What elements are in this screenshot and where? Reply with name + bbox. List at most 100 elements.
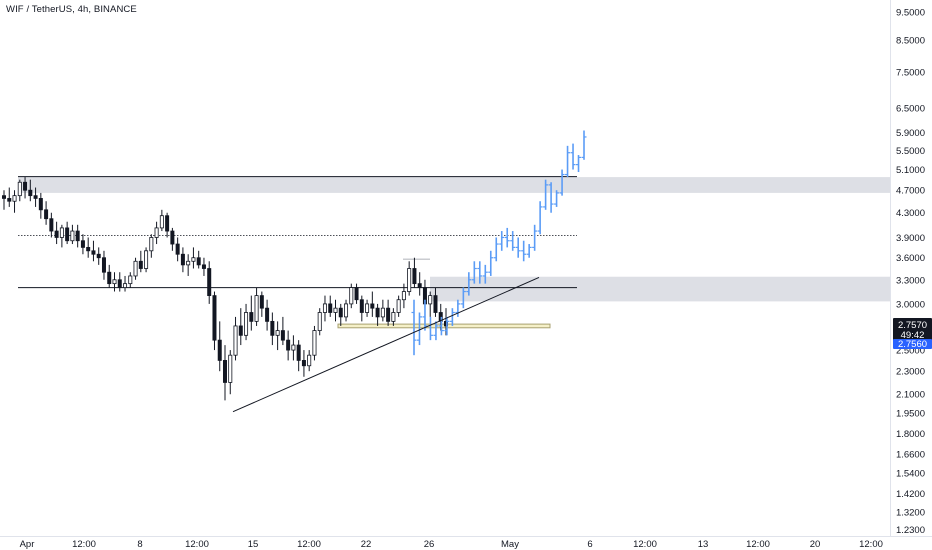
candle[interactable] <box>417 272 422 296</box>
candle[interactable] <box>412 257 417 288</box>
candle[interactable] <box>265 299 270 331</box>
candle[interactable] <box>28 179 33 202</box>
candle[interactable] <box>259 291 264 317</box>
projection-bar[interactable] <box>576 155 582 173</box>
candle[interactable] <box>333 299 338 322</box>
candle[interactable] <box>128 272 133 288</box>
candle[interactable] <box>344 299 349 322</box>
projection-bar[interactable] <box>548 182 554 213</box>
projection-bar[interactable] <box>504 227 510 248</box>
candle[interactable] <box>138 250 143 273</box>
candle[interactable] <box>317 308 322 336</box>
symbol-title[interactable]: WIF / TetherUS, 4h, BINANCE <box>6 4 137 15</box>
candle[interactable] <box>117 272 122 292</box>
projection-bar[interactable] <box>559 169 565 196</box>
projection-bar[interactable] <box>565 145 571 178</box>
candle[interactable] <box>391 308 396 326</box>
candle[interactable] <box>91 240 96 262</box>
candle[interactable] <box>159 209 164 232</box>
candle[interactable] <box>207 261 212 304</box>
projection-bar[interactable] <box>515 237 521 258</box>
candle[interactable] <box>401 283 406 309</box>
candle[interactable] <box>380 299 385 322</box>
candle[interactable] <box>301 350 306 377</box>
projection-bar[interactable] <box>422 299 428 331</box>
candle[interactable] <box>186 254 191 276</box>
candle[interactable] <box>254 287 259 326</box>
candle[interactable] <box>407 261 412 296</box>
projection-bar[interactable] <box>427 316 433 341</box>
candle[interactable] <box>70 224 75 245</box>
candle[interactable] <box>307 350 312 372</box>
candle[interactable] <box>170 227 175 251</box>
projection-bar[interactable] <box>471 261 477 284</box>
projection-bar[interactable] <box>581 130 587 160</box>
candle[interactable] <box>359 295 364 322</box>
projection-bar[interactable] <box>460 287 466 309</box>
projection-bar[interactable] <box>449 308 455 326</box>
candle[interactable] <box>212 291 217 351</box>
candle[interactable] <box>59 224 64 248</box>
candle[interactable] <box>201 257 206 276</box>
candle[interactable] <box>123 275 128 292</box>
candle[interactable] <box>23 177 28 199</box>
candle[interactable] <box>17 179 22 202</box>
candle[interactable] <box>328 295 333 317</box>
candle[interactable] <box>54 221 59 245</box>
candle[interactable] <box>222 345 227 401</box>
candle[interactable] <box>349 283 354 309</box>
candle[interactable] <box>249 295 254 331</box>
projection-bar[interactable] <box>521 240 527 262</box>
candle[interactable] <box>275 321 280 351</box>
candle[interactable] <box>433 287 438 317</box>
projection-bar[interactable] <box>488 250 494 276</box>
projection-bar[interactable] <box>477 261 483 284</box>
candle[interactable] <box>191 247 196 269</box>
trendline[interactable] <box>232 277 540 413</box>
candle[interactable] <box>244 303 249 341</box>
candle[interactable] <box>101 250 106 280</box>
projection-bar[interactable] <box>510 231 516 251</box>
candle[interactable] <box>322 295 327 322</box>
projection-bar[interactable] <box>543 179 549 210</box>
candle[interactable] <box>280 316 285 346</box>
projection-bar[interactable] <box>433 321 439 341</box>
projection-bar[interactable] <box>416 312 422 346</box>
candle[interactable] <box>44 201 49 225</box>
projection-bar[interactable] <box>554 190 560 207</box>
candle[interactable] <box>196 250 201 269</box>
candle[interactable] <box>354 283 359 304</box>
candle[interactable] <box>270 312 275 346</box>
candle[interactable] <box>75 224 80 248</box>
candle[interactable] <box>49 212 54 238</box>
candle[interactable] <box>386 299 391 326</box>
upper-resistance-zone[interactable] <box>18 177 890 193</box>
candle[interactable] <box>296 340 301 372</box>
candle[interactable] <box>238 308 243 346</box>
candle[interactable] <box>107 264 112 288</box>
candle[interactable] <box>12 190 17 213</box>
projection-bar[interactable] <box>570 143 576 170</box>
candle[interactable] <box>2 190 7 210</box>
projection-bar[interactable] <box>444 316 450 336</box>
candle[interactable] <box>112 272 117 292</box>
projection-bar[interactable] <box>455 299 461 317</box>
candle[interactable] <box>65 221 70 245</box>
candle[interactable] <box>80 234 85 255</box>
candle[interactable] <box>180 247 185 273</box>
lower-resistance-zone[interactable] <box>430 276 890 302</box>
candle[interactable] <box>149 234 154 258</box>
candle[interactable] <box>33 187 38 207</box>
candle[interactable] <box>233 316 238 361</box>
candle[interactable] <box>154 221 159 245</box>
candle[interactable] <box>365 299 370 317</box>
projection-bar[interactable] <box>482 264 488 284</box>
candle[interactable] <box>86 237 91 258</box>
projection-bar[interactable] <box>526 244 532 258</box>
candle[interactable] <box>38 192 43 219</box>
candle[interactable] <box>428 291 433 317</box>
candle[interactable] <box>291 335 296 361</box>
projection-bar[interactable] <box>499 231 505 251</box>
